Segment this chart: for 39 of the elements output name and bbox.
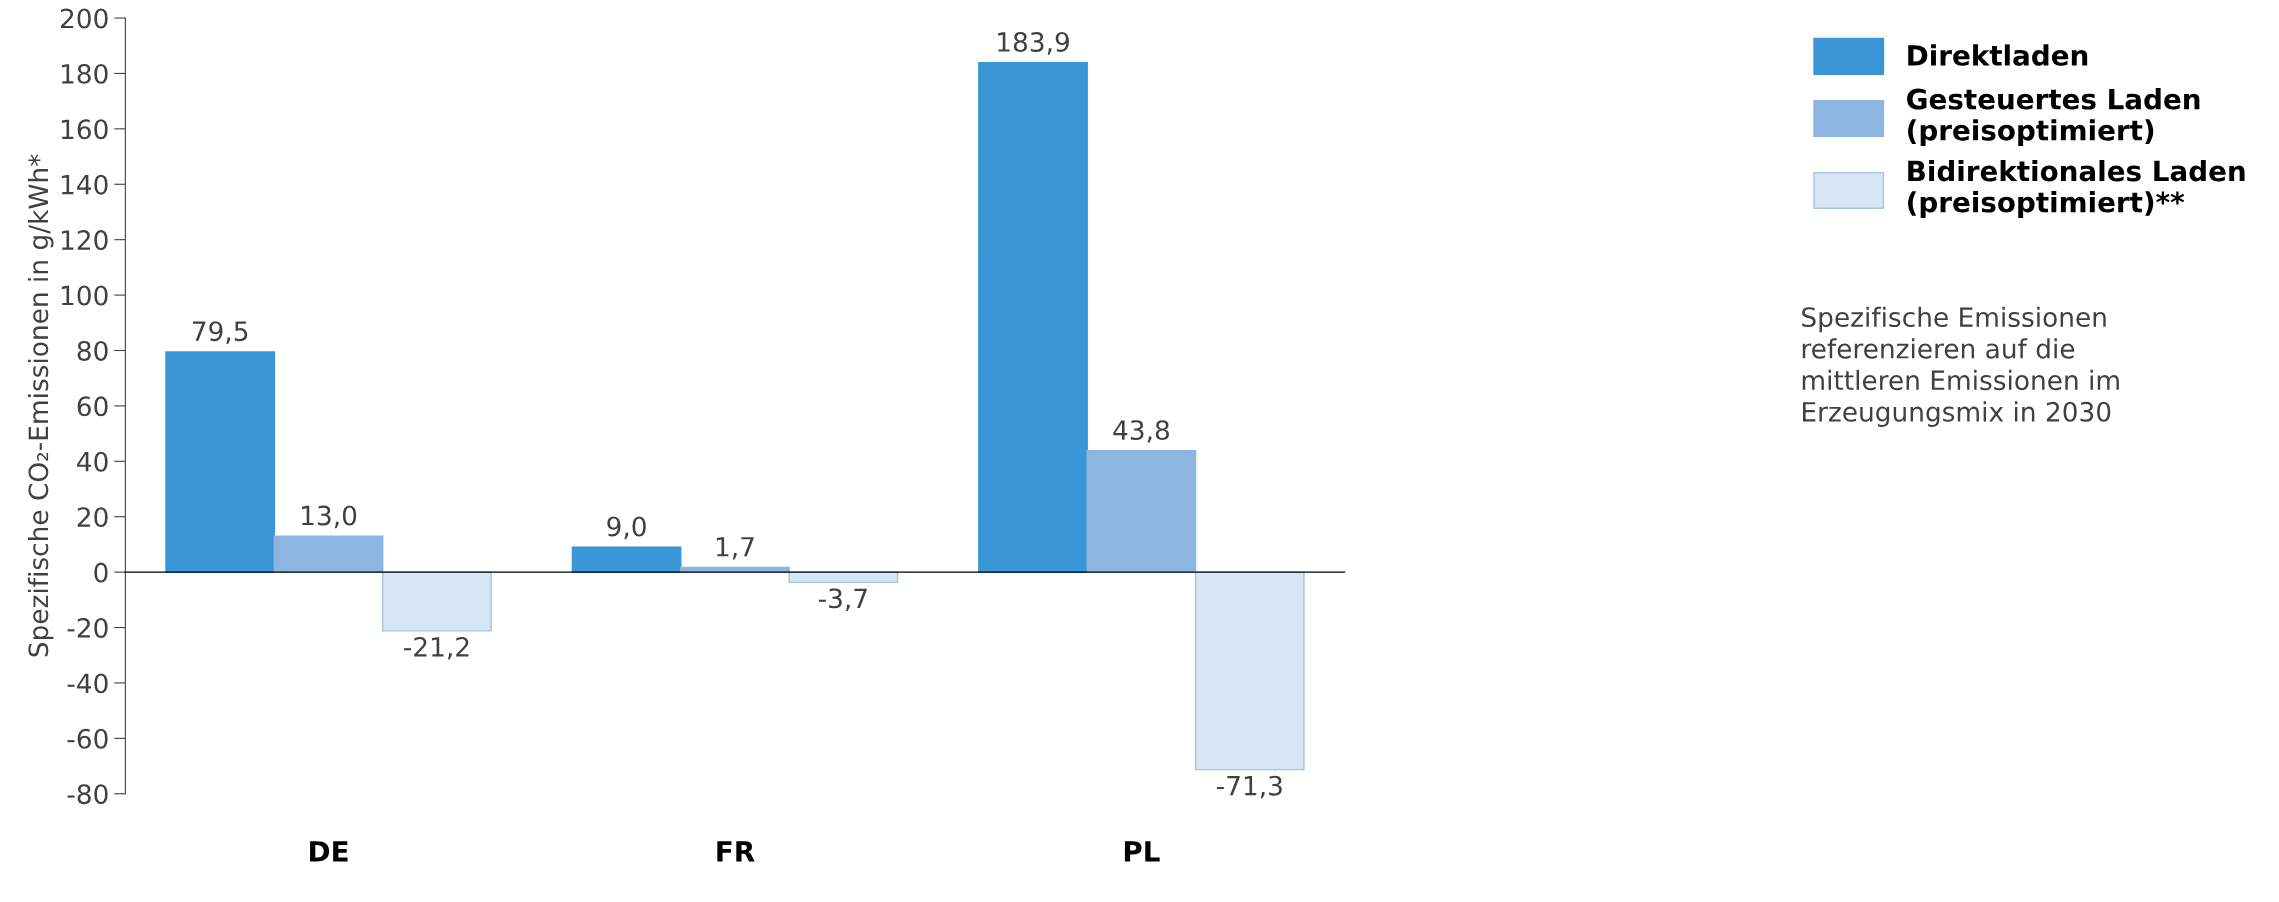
legend-label: Direktladen bbox=[1908, 44, 2088, 66]
data-label: 79,5 bbox=[192, 321, 248, 344]
data-label: 43,8 bbox=[1113, 420, 1169, 443]
data-label: 13,0 bbox=[302, 505, 357, 529]
bar bbox=[1194, 571, 1305, 771]
y-tick-label: -60 bbox=[67, 728, 108, 749]
data-label: 183,9 bbox=[998, 32, 1069, 55]
y-tick-label: 140 bbox=[61, 174, 108, 195]
data-label: -21,2 bbox=[404, 636, 469, 660]
data-label: 9,0 bbox=[607, 516, 646, 540]
y-tick-label: 20 bbox=[77, 507, 108, 528]
bar bbox=[382, 571, 492, 632]
bar bbox=[1086, 450, 1197, 573]
y-tick-label: 160 bbox=[61, 119, 108, 140]
y-tick-label: 180 bbox=[61, 63, 108, 84]
y-tick-label: -80 bbox=[67, 784, 108, 805]
text: Spezifische Emissionen referenzieren auf die mittleren Emissionen im Erzeugungsmix in 2030 bbox=[1802, 306, 2119, 427]
bar bbox=[978, 61, 1088, 573]
y-tick-label: 80 bbox=[77, 340, 108, 361]
bar bbox=[571, 546, 682, 573]
x-tick-label: PL bbox=[1124, 841, 1160, 862]
y-tick-label: 40 bbox=[77, 451, 108, 472]
data-label: 1,7 bbox=[716, 537, 754, 560]
data-label: -3,7 bbox=[818, 588, 867, 612]
legend-label: Bidirektionales Laden (preisoptimiert)** bbox=[1908, 159, 2245, 218]
y-tick-label: 120 bbox=[61, 230, 108, 251]
y-axis-title: Spezifische CO₂-Emissionen in g/kWh* bbox=[27, 154, 54, 657]
y-tick-label: -20 bbox=[67, 617, 108, 638]
x-tick-label: FR bbox=[717, 841, 755, 862]
legend-label: Gesteuertes Laden (preisoptimiert) bbox=[1907, 88, 2200, 147]
y-tick-label: 0 bbox=[94, 562, 108, 583]
bar bbox=[165, 351, 276, 573]
bar bbox=[273, 535, 384, 573]
data-label: -71,3 bbox=[1216, 775, 1282, 799]
x-tick-label: DE bbox=[310, 841, 348, 862]
y-tick-label: 100 bbox=[61, 285, 108, 306]
y-tick-label: 200 bbox=[60, 8, 108, 29]
y-tick-label: 60 bbox=[77, 396, 108, 417]
y-tick-label: -40 bbox=[67, 673, 108, 694]
